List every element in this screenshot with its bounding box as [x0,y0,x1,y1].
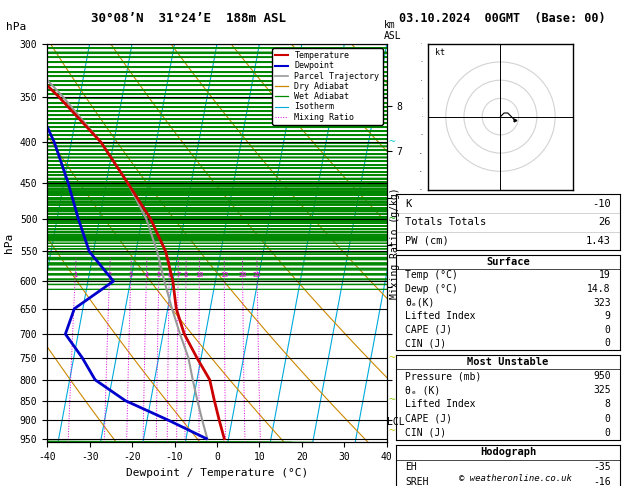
Text: 1.43: 1.43 [586,236,611,246]
Text: 19: 19 [599,270,611,280]
Text: 5: 5 [157,273,161,278]
Text: 9: 9 [604,311,611,321]
Text: 30°08’N  31°24’E  188m ASL: 30°08’N 31°24’E 188m ASL [91,12,286,25]
Text: 20: 20 [238,273,247,278]
Text: 0: 0 [604,325,611,335]
Text: 26: 26 [598,217,611,227]
Text: 8: 8 [604,399,611,409]
Text: Temp (°C): Temp (°C) [405,270,458,280]
Text: kt: kt [435,48,445,57]
Text: ~: ~ [388,396,395,405]
Text: CIN (J): CIN (J) [405,338,447,348]
Text: ~: ~ [388,426,395,436]
Legend: Temperature, Dewpoint, Parcel Trajectory, Dry Adiabat, Wet Adiabat, Isotherm, Mi: Temperature, Dewpoint, Parcel Trajectory… [272,48,382,125]
Text: 325: 325 [593,385,611,395]
Text: θₑ(K): θₑ(K) [405,297,435,308]
Text: Lifted Index: Lifted Index [405,399,476,409]
Text: 2: 2 [108,273,112,278]
Text: EH: EH [405,462,417,472]
Text: -16: -16 [593,477,611,486]
Text: 7: 7 [176,273,181,278]
Text: 323: 323 [593,297,611,308]
Text: -35: -35 [593,462,611,472]
Text: -10: -10 [592,199,611,208]
Text: 15: 15 [220,273,228,278]
Text: hPa: hPa [6,22,26,32]
Text: 6: 6 [167,273,171,278]
Text: ~: ~ [388,353,395,363]
Text: LCL: LCL [387,417,405,427]
Text: CIN (J): CIN (J) [405,428,447,438]
Text: Hodograph: Hodograph [480,447,536,457]
Text: SREH: SREH [405,477,429,486]
Text: Mixing Ratio (g/kg): Mixing Ratio (g/kg) [390,187,400,299]
Text: 1: 1 [73,273,77,278]
Text: 0: 0 [604,414,611,424]
Text: Pressure (mb): Pressure (mb) [405,371,482,381]
Text: PW (cm): PW (cm) [405,236,449,246]
Text: 3: 3 [129,273,133,278]
Y-axis label: hPa: hPa [4,233,14,253]
Text: CAPE (J): CAPE (J) [405,325,452,335]
Text: 0: 0 [604,428,611,438]
Text: ~: ~ [388,214,395,224]
Text: Dewp (°C): Dewp (°C) [405,284,458,294]
Text: Totals Totals: Totals Totals [405,217,486,227]
Text: 950: 950 [593,371,611,381]
Text: 4: 4 [144,273,148,278]
Text: 8: 8 [184,273,188,278]
Text: 14.8: 14.8 [587,284,611,294]
Text: CAPE (J): CAPE (J) [405,414,452,424]
Text: 0: 0 [604,338,611,348]
Text: 10: 10 [195,273,204,278]
Text: © weatheronline.co.uk: © weatheronline.co.uk [459,474,572,483]
X-axis label: Dewpoint / Temperature (°C): Dewpoint / Temperature (°C) [126,468,308,478]
Text: θₑ (K): θₑ (K) [405,385,440,395]
Text: km
ASL: km ASL [384,20,401,41]
Text: K: K [405,199,411,208]
Text: 25: 25 [253,273,262,278]
Text: ~: ~ [388,138,395,147]
Text: Lifted Index: Lifted Index [405,311,476,321]
Text: Surface: Surface [486,257,530,267]
Text: 03.10.2024  00GMT  (Base: 00): 03.10.2024 00GMT (Base: 00) [399,12,606,25]
Text: Most Unstable: Most Unstable [467,357,548,367]
